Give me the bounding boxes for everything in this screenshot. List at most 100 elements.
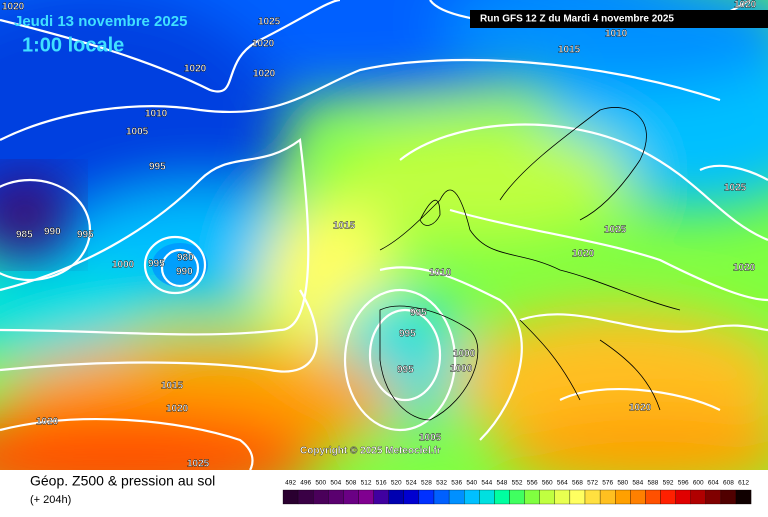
legend-label: 500 (315, 480, 326, 487)
isobar-label: 995 (410, 308, 427, 319)
legend-swatch (313, 489, 329, 505)
legend-swatch (630, 489, 646, 505)
legend-label: 512 (361, 480, 372, 487)
legend-label: 496 (300, 480, 311, 487)
isobar-labels: 1020 1025 1020 1015 1010 1020 1020 1020 1010 1005… (2, 0, 757, 470)
legend-label: 540 (466, 480, 477, 487)
legend-label: 492 (285, 480, 296, 487)
isobar-label: 1025 (187, 459, 210, 470)
legend-swatch (464, 489, 480, 505)
legend-label: 544 (481, 480, 492, 487)
isobar-label: 1010 (605, 29, 628, 40)
isobar-label: 995 (397, 365, 414, 376)
isobar-label: 1020 (572, 249, 595, 260)
legend-label: 568 (572, 480, 583, 487)
legend-swatch (645, 489, 661, 505)
isobar-label: 1015 (333, 221, 356, 232)
isobar-label: 995 (399, 329, 416, 340)
legend-swatch (705, 489, 722, 505)
legend-label: 592 (663, 480, 674, 487)
legend-label: 596 (678, 480, 689, 487)
isobar-label: 1010 (145, 109, 168, 120)
legend-swatch (373, 489, 389, 505)
isobar-label: 990 (44, 227, 61, 238)
isobar-label: 1025 (604, 225, 627, 236)
coastlines (379, 107, 681, 421)
isobar-label: 1020 (2, 2, 25, 13)
legend-label: 552 (512, 480, 523, 487)
legend-label: 604 (708, 480, 719, 487)
footer-lead: (+ 204h) (30, 494, 71, 506)
legend-swatch (358, 489, 374, 505)
isobar-label: 1010 (429, 268, 452, 279)
legend-swatch (388, 489, 404, 505)
isobar-label: 1020 (734, 0, 757, 11)
legend-swatch (282, 489, 299, 505)
isobar-label: 995 (149, 162, 166, 173)
legend-swatch (403, 489, 420, 505)
legend-swatch (509, 489, 525, 505)
legend-swatch (599, 489, 616, 505)
isobar-label: 1015 (161, 381, 184, 392)
legend-label: 576 (602, 480, 613, 487)
isobar-label: 980 (177, 253, 194, 264)
legend-swatch (297, 489, 314, 505)
legend-swatch (494, 489, 510, 505)
isobar-label: 990 (176, 267, 193, 278)
run-box (470, 10, 768, 28)
copyright: Copyright © 2025 Meteociel.fr (300, 446, 441, 457)
isobar-label: 1005 (126, 127, 149, 138)
legend-swatch (524, 489, 540, 505)
legend-swatch (448, 489, 465, 505)
isobars (0, 0, 768, 470)
legend-swatch (539, 489, 555, 505)
legend-swatch (343, 489, 359, 505)
isobar-label: 995 (148, 259, 165, 270)
isobar-label: 1005 (419, 433, 442, 444)
legend-label: 504 (330, 480, 341, 487)
legend-label: 600 (693, 480, 704, 487)
legend-label: 608 (723, 480, 734, 487)
legend-swatch (690, 489, 706, 505)
isobar-label: 1015 (558, 45, 581, 56)
isobar-label: 1020 (166, 404, 189, 415)
legend-swatch (584, 489, 601, 505)
isobar-label: 1020 (36, 417, 59, 428)
time: 1:00 locale (22, 34, 124, 56)
legend: 492 496 500 504 508 512 516 520 524 528 532 536 540 5… (282, 480, 752, 505)
legend-swatch (418, 489, 435, 505)
legend-swatch (735, 489, 752, 505)
legend-label: 572 (587, 480, 598, 487)
legend-swatch (328, 489, 344, 505)
isobar-label: 1020 (733, 263, 756, 274)
legend-label: 612 (738, 480, 749, 487)
isobar-label: 1000 (450, 364, 473, 375)
isobar-label: 1020 (184, 64, 207, 75)
legend-swatch (720, 489, 737, 505)
isobar-label: 1025 (724, 183, 747, 194)
isobar-label: 995 (77, 230, 94, 241)
legend-swatch (479, 489, 495, 505)
legend-label: 588 (648, 480, 659, 487)
legend-swatch (675, 489, 691, 505)
legend-swatch (433, 489, 450, 505)
run-info: Run GFS 12 Z du Mardi 4 novembre 2025 (480, 14, 674, 25)
isobar-label: 1025 (258, 17, 281, 28)
legend-label: 524 (406, 480, 417, 487)
legend-label: 564 (557, 480, 568, 487)
legend-swatch (615, 489, 631, 505)
isobar-label: 1000 (453, 349, 476, 360)
date: Jeudi 13 novembre 2025 (14, 13, 187, 30)
legend-swatch (660, 489, 676, 505)
legend-label: 528 (421, 480, 432, 487)
legend-label: 548 (497, 480, 508, 487)
legend-label: 580 (617, 480, 628, 487)
legend-label: 532 (436, 480, 447, 487)
legend-label: 560 (542, 480, 553, 487)
isobar-label: 1000 (112, 260, 135, 271)
legend-swatch (569, 489, 586, 505)
legend-label: 516 (376, 480, 387, 487)
